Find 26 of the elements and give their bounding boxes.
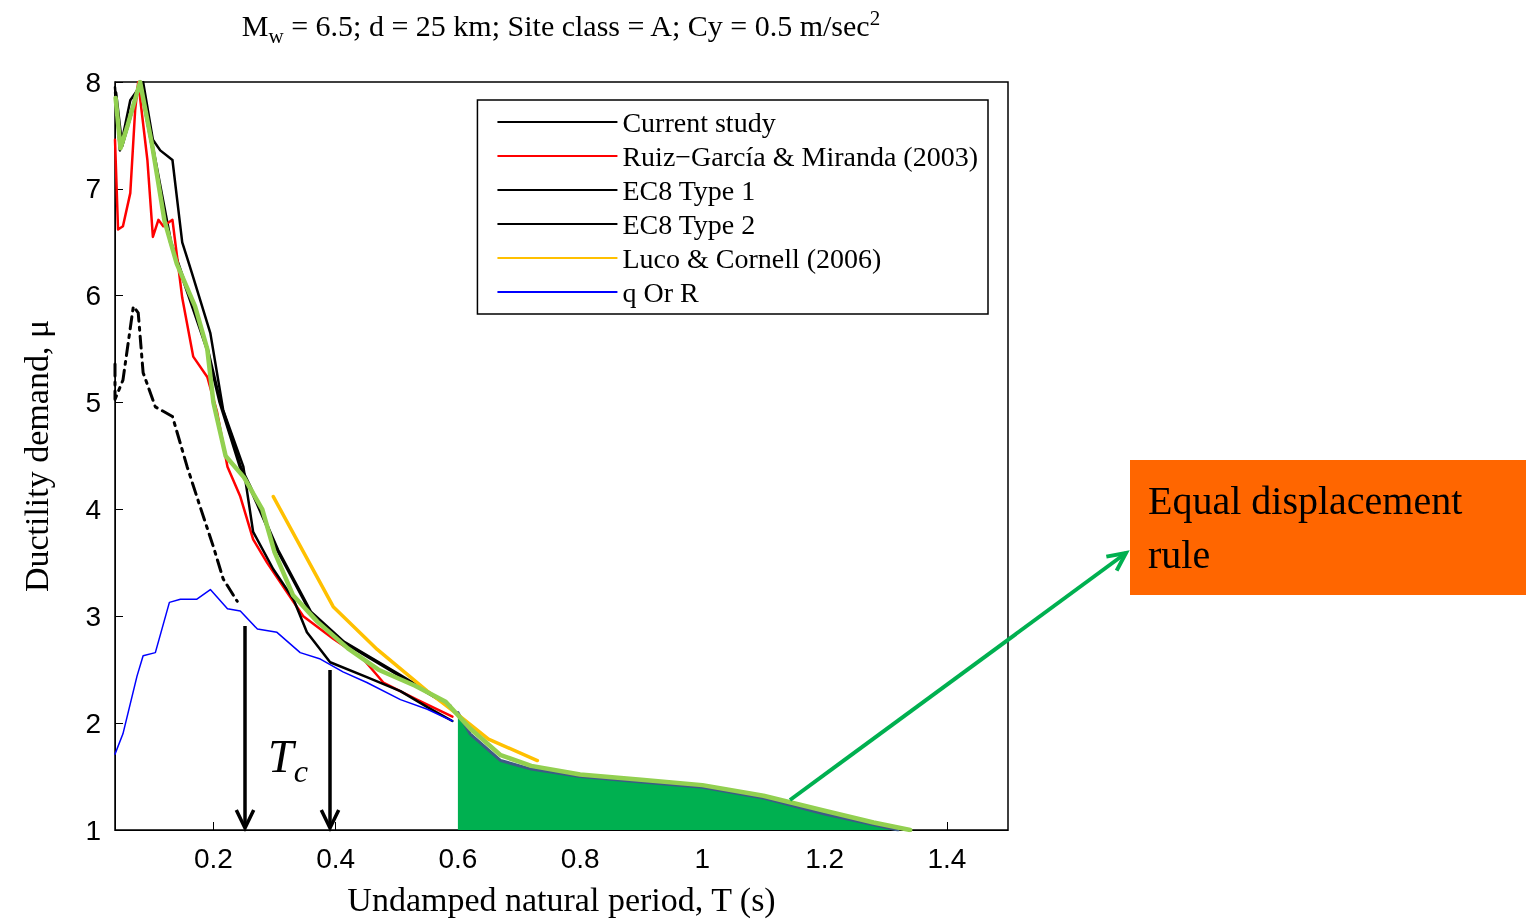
legend-label: Current study [622, 106, 776, 138]
callout-box: Equal displacement rule [1130, 460, 1526, 595]
y-axis-title: Ductility demand, μ [17, 319, 55, 593]
y-tick-label: 2 [85, 707, 101, 739]
legend-label: EC8 Type 1 [622, 174, 756, 206]
x-axis-title: Undamped natural period, T (s) [347, 880, 776, 919]
y-tick-label: 6 [85, 280, 101, 312]
annotation: T$_{c}$ [268, 729, 308, 791]
x-tick-label: 0.4 [316, 842, 356, 874]
y-tick-label: 7 [85, 173, 101, 205]
y-tick-label: 3 [85, 600, 101, 632]
legend-label: Luco & Cornell (2006) [622, 242, 882, 274]
x-tick-label: 1.2 [805, 842, 845, 874]
y-tick-label: 4 [85, 493, 101, 525]
y-tick-label: 8 [85, 66, 101, 98]
x-tick-label: 0.2 [193, 842, 233, 874]
chart-title: M$_{w}$ = 6.5; d = 25 km; Site class = A; Cy = 0.5 m/sec$^{2}$ [241, 6, 881, 49]
x-tick-label: 0.6 [438, 842, 478, 874]
y-tick-label: 5 [85, 387, 101, 419]
x-tick-label: 1 [694, 842, 711, 874]
legend-label: q Or R [622, 276, 699, 308]
y-tick-label: 1 [85, 814, 101, 846]
x-tick-label: 1.4 [927, 842, 967, 874]
x-tick-label: 0.8 [560, 842, 600, 874]
legend-label: EC8 Type 2 [622, 208, 756, 240]
legend-label: Ruiz−García & Miranda (2003) [622, 140, 979, 172]
